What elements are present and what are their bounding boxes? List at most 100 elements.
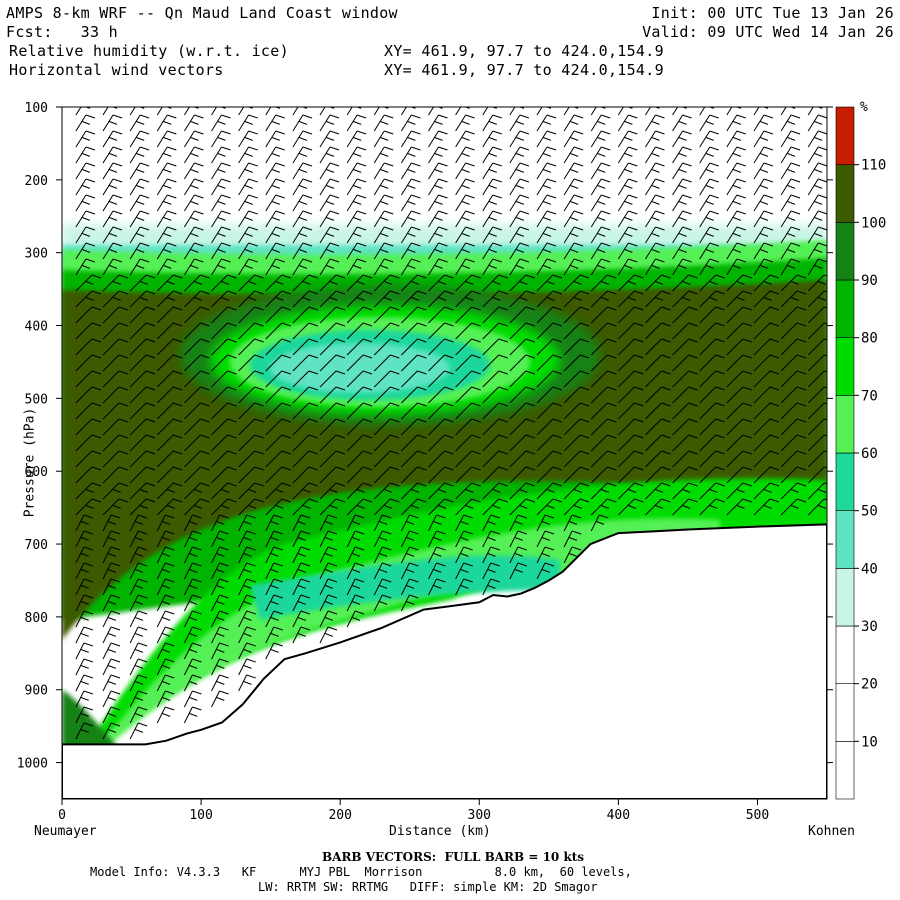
wind-barb — [699, 258, 711, 276]
wind-barb — [265, 514, 275, 532]
wind-barb-flag — [514, 552, 523, 557]
wind-barb-flag — [216, 536, 225, 541]
wind-barb-flag — [654, 280, 664, 285]
wind-barb — [617, 162, 629, 180]
wind-barb-flag — [407, 248, 416, 253]
wind-barb-flag — [769, 306, 780, 311]
wind-barb-flag — [145, 434, 156, 439]
wind-barb — [211, 354, 228, 372]
wind-barb-flag — [688, 450, 698, 455]
wind-barb — [726, 194, 738, 212]
wind-barb-flag — [81, 216, 91, 221]
wind-barb-flag — [378, 600, 388, 605]
wind-barb-flag — [796, 306, 807, 311]
wind-barb — [400, 178, 412, 196]
wind-barb — [428, 322, 445, 340]
wind-barb-flag — [715, 338, 725, 343]
wind-barb-flag — [624, 200, 633, 205]
wind-barb — [102, 530, 112, 548]
wind-barb-flag — [200, 274, 210, 279]
wind-barb-flag — [173, 274, 183, 279]
wind-barb-flag — [112, 146, 123, 151]
wind-barb-flag — [634, 370, 644, 375]
wind-barb-flag — [736, 178, 747, 183]
wind-barb — [211, 402, 228, 420]
wind-barb — [265, 546, 275, 564]
wind-barb — [156, 162, 168, 180]
wind-barb — [536, 114, 548, 132]
wind-barb — [563, 322, 581, 340]
wind-barb — [292, 354, 310, 372]
wind-barb-flag — [192, 546, 202, 551]
x-tick-label: 200 — [328, 808, 351, 823]
wind-barb-flag — [378, 584, 388, 589]
wind-barb-flag — [461, 168, 470, 173]
wind-barb — [184, 322, 201, 340]
wind-barb-flag — [166, 488, 176, 493]
wind-barb-flag — [189, 520, 198, 525]
wind-barb — [645, 178, 656, 196]
y-tick-label: 300 — [25, 247, 48, 262]
wind-barb — [156, 338, 174, 356]
wind-barb — [807, 482, 825, 500]
wind-barb-flag — [628, 242, 638, 247]
wind-barb-flag — [166, 296, 176, 301]
wind-barb — [753, 450, 771, 468]
wind-barb-flag — [302, 194, 313, 199]
wind-barb-flag — [216, 520, 225, 525]
wind-barb-flag — [417, 402, 427, 407]
wind-barb — [401, 450, 418, 468]
wind-barb-flag — [710, 99, 719, 102]
wind-barb-flag — [769, 498, 780, 503]
wind-barb-flag — [607, 434, 617, 439]
wind-barb — [509, 498, 527, 516]
wind-barb — [780, 482, 798, 500]
wind-barb-flag — [460, 536, 469, 541]
wind-barb-flag — [390, 322, 400, 327]
wind-barb-flag — [335, 466, 346, 471]
wind-barb — [75, 274, 93, 292]
wind-barb-flag — [167, 130, 177, 135]
wind-barb-flag — [352, 136, 362, 141]
wind-barb — [400, 578, 410, 596]
wind-barb — [753, 274, 771, 292]
wind-barb-flag — [302, 210, 313, 215]
wind-barb-flag — [135, 216, 145, 221]
wind-barb — [211, 482, 228, 500]
wind-barb — [780, 114, 792, 132]
wind-barb-flag — [573, 296, 582, 301]
wind-barb-flag — [298, 184, 308, 189]
wind-barb-flag — [325, 120, 335, 125]
wind-barb — [780, 402, 798, 420]
wind-barb-flag — [444, 306, 454, 311]
wind-barb — [211, 466, 228, 484]
wind-barb-flag — [525, 290, 536, 295]
wind-barb-flag — [161, 648, 171, 653]
wind-barb-flag — [471, 498, 481, 503]
wind-barb — [672, 162, 684, 180]
wind-barb — [536, 386, 554, 404]
wind-barb-flag — [91, 338, 102, 343]
wind-barb — [238, 482, 255, 500]
wind-barb — [373, 530, 383, 548]
wind-barb-flag — [579, 386, 590, 391]
wind-barb-flag — [273, 546, 283, 551]
wind-barb-flag — [302, 242, 313, 247]
wind-barb — [699, 194, 711, 212]
wind-barb — [536, 370, 554, 388]
wind-barb-flag — [85, 296, 94, 301]
wind-barb-flag — [715, 306, 725, 311]
wind-barb — [699, 162, 711, 180]
wind-barb-flag — [471, 290, 481, 295]
wind-barb — [699, 466, 717, 484]
wind-barb-flag — [417, 386, 427, 391]
wind-barb-flag — [434, 264, 443, 269]
wind-barb — [699, 402, 717, 420]
wind-barb-flag — [362, 402, 373, 407]
wind-barb-flag — [139, 258, 150, 263]
wind-barb-flag — [434, 232, 443, 237]
wind-barb — [156, 482, 174, 500]
wind-barb-flag — [471, 418, 481, 423]
wind-barb-flag — [356, 242, 367, 247]
wind-barb-flag — [354, 514, 365, 519]
